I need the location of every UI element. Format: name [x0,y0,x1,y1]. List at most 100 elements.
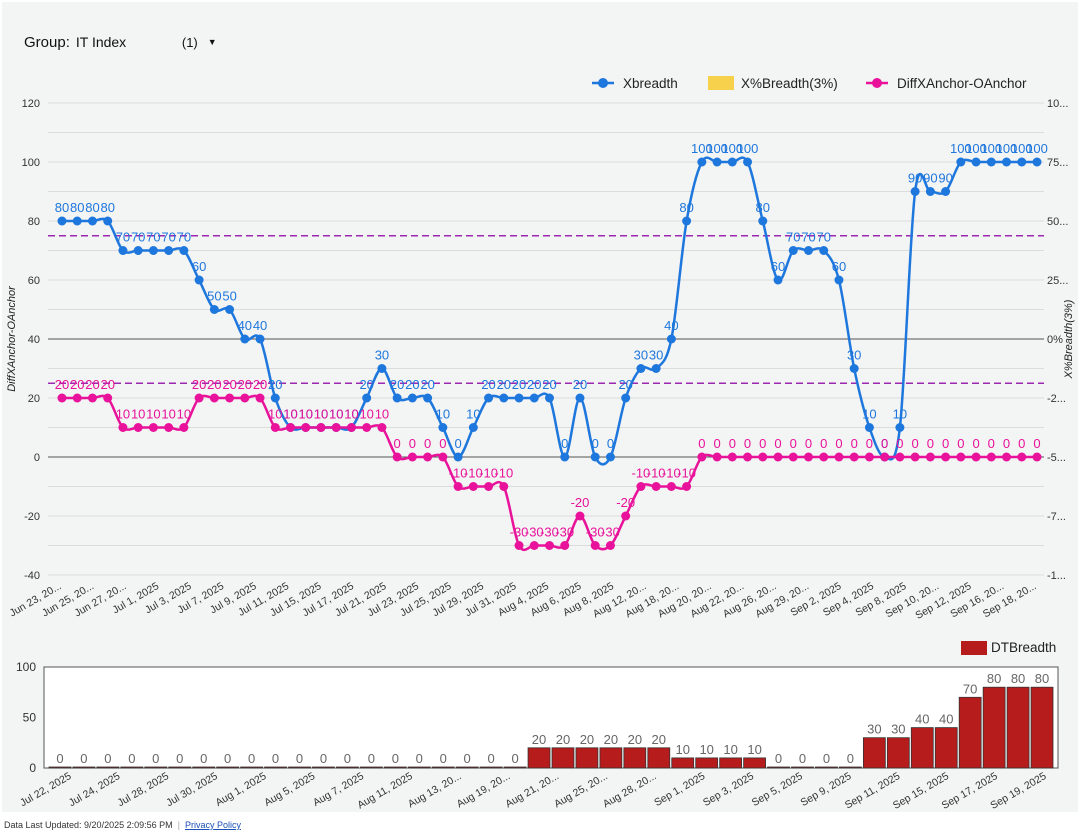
dtbreadth-data-label: 0 [296,751,303,766]
diff-point [484,482,494,491]
diff-point [1032,452,1042,462]
dtbreadth-data-label: 20 [652,732,666,747]
dtbreadth-data-label: 10 [699,742,713,757]
chevron-down-icon[interactable]: ▼ [207,37,217,47]
dtbreadth-bar [551,747,575,769]
diff-data-label: -30 [510,525,529,540]
xbreadth-point [133,246,143,255]
xbreadth-data-label: 20 [618,377,632,392]
dtbreadth-bar [144,766,168,769]
dtbreadth-data-label: 70 [963,681,977,696]
dtbreadth-data-label: 0 [320,751,327,766]
xbreadth-point [575,393,585,403]
legend-label: DiffXAnchor-OAnchor [897,76,1027,91]
dtbreadth-bar [120,766,144,769]
dtbreadth-bar [982,686,1006,769]
diff-point [956,452,966,462]
diff-data-label: 0 [394,436,401,451]
xbreadth-data-label: 10 [314,407,328,422]
diff-data-label: 20 [55,377,69,392]
bar-y-tick-label: 50 [23,711,37,725]
dtbreadth-bar [695,757,719,769]
diff-point [788,452,798,462]
diff-point [225,393,235,403]
diff-data-label: 0 [805,436,812,451]
xbreadth-point [1032,157,1042,167]
diff-data-label: 0 [820,436,827,451]
dtbreadth-data-label: 20 [556,732,570,747]
y-axis-title: DiffXAnchor-OAnchor [6,285,18,392]
dtbreadth-bar [431,766,455,769]
dtbreadth-data-label: 0 [128,751,135,766]
diff-point [803,452,813,462]
diff-data-label: -10 [677,466,696,481]
group-filter-value[interactable]: IT Index [75,34,127,50]
dtbreadth-bar [839,766,862,769]
dtbreadth-data-label: 0 [272,751,279,766]
xbreadth-point [118,246,128,255]
xbreadth-point [788,246,798,255]
xbreadth-data-label: 50 [222,289,236,304]
dtbreadth-bar [336,766,359,769]
xbreadth-point [499,393,509,403]
xbreadth-point [666,334,676,344]
xbreadth-point [956,157,966,167]
group-filter[interactable]: Group: IT Index (1) ▼ [24,32,217,52]
bar-legend-label: DTBreadth [991,640,1056,655]
diff-point [392,452,402,462]
dtbreadth-data-label: 20 [628,732,642,747]
diff-point [575,511,585,521]
xbreadth-point [864,423,874,432]
diff-point [209,393,219,403]
diff-point [362,423,372,432]
y-tick-label: 80 [28,216,40,228]
y2-tick-label: 25... [1047,275,1068,287]
xbreadth-data-label: 70 [131,230,145,245]
xbreadth-data-label: 20 [268,377,282,392]
xbreadth-point [849,364,859,373]
xbreadth-data-label: 90 [908,171,922,186]
dtbreadth-data-label: 20 [604,732,618,747]
bar-x-tick-label: Jul 24, 2025 [67,770,123,809]
xbreadth-data-label: 10 [436,407,450,422]
dtbreadth-bar [647,747,671,769]
diff-point [682,482,692,491]
xbreadth-point [362,393,372,403]
dtbreadth-bar [599,747,623,769]
dtbreadth-data-label: 0 [200,751,207,766]
diff-data-label: 0 [988,436,995,451]
diff-point [514,541,524,550]
dtbreadth-data-label: 0 [392,751,399,766]
dtbreadth-bar [671,757,695,769]
dtbreadth-bar [168,766,192,769]
diff-point [590,541,600,550]
group-filter-label: Group: [24,33,70,51]
diff-data-label: 0 [942,436,949,451]
dtbreadth-bar [791,766,814,769]
diff-data-label: 0 [851,436,858,451]
privacy-policy-link[interactable]: Privacy Policy [184,820,241,830]
diff-data-label: 0 [744,436,751,451]
diff-data-label: 10 [344,407,358,422]
diff-data-label: 0 [439,436,446,451]
dtbreadth-data-label: 0 [440,751,447,766]
diff-point [255,393,265,403]
group-filter-count: (1) [181,34,198,50]
dtbreadth-bar [288,766,311,769]
diff-data-label: -10 [479,466,498,481]
xbreadth-data-label: 70 [116,230,130,245]
diff-data-label: 0 [698,436,705,451]
bar-x-tick-label: Sep 19, 2025 [988,770,1048,812]
xbreadth-data-label: 100 [950,141,972,156]
bar-x-tick-label: Jul 22, 2025 [18,770,74,809]
xbreadth-point [545,393,554,403]
xbreadth-data-label: 20 [390,377,404,392]
xbreadth-point [697,157,707,167]
xbreadth-data-label: 40 [238,318,252,333]
xbreadth-data-label: 30 [649,348,663,363]
xbreadth-point [910,187,920,196]
dtbreadth-bar [886,737,910,769]
diff-point [407,452,417,462]
xbreadth-data-label: 20 [512,377,526,392]
diff-data-label: 0 [424,436,431,451]
